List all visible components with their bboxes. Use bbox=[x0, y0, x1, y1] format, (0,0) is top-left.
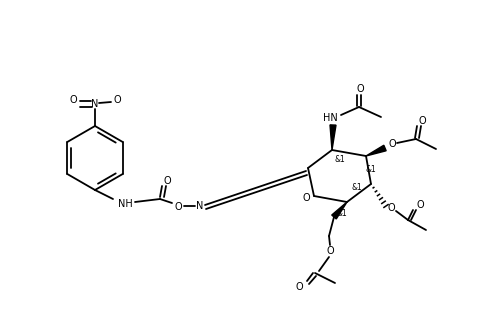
Text: O: O bbox=[388, 139, 396, 149]
Polygon shape bbox=[366, 145, 386, 156]
Text: O: O bbox=[356, 84, 364, 94]
Text: HN: HN bbox=[323, 113, 337, 123]
Polygon shape bbox=[331, 202, 347, 219]
Text: O: O bbox=[302, 193, 310, 203]
Text: &1: &1 bbox=[351, 184, 362, 192]
Text: O: O bbox=[326, 246, 334, 256]
Text: O: O bbox=[69, 95, 77, 105]
Text: &1: &1 bbox=[334, 156, 345, 165]
Text: O: O bbox=[174, 202, 182, 212]
Text: O: O bbox=[295, 282, 303, 292]
Text: &1: &1 bbox=[366, 165, 376, 173]
Text: O: O bbox=[387, 203, 395, 213]
Text: O: O bbox=[416, 200, 424, 210]
Text: N: N bbox=[196, 201, 204, 211]
Text: O: O bbox=[163, 176, 171, 186]
Text: &1: &1 bbox=[336, 210, 347, 218]
Text: O: O bbox=[113, 95, 121, 105]
Text: O: O bbox=[418, 116, 426, 126]
Text: N: N bbox=[91, 99, 99, 109]
Polygon shape bbox=[330, 125, 336, 150]
Text: NH: NH bbox=[118, 199, 132, 209]
